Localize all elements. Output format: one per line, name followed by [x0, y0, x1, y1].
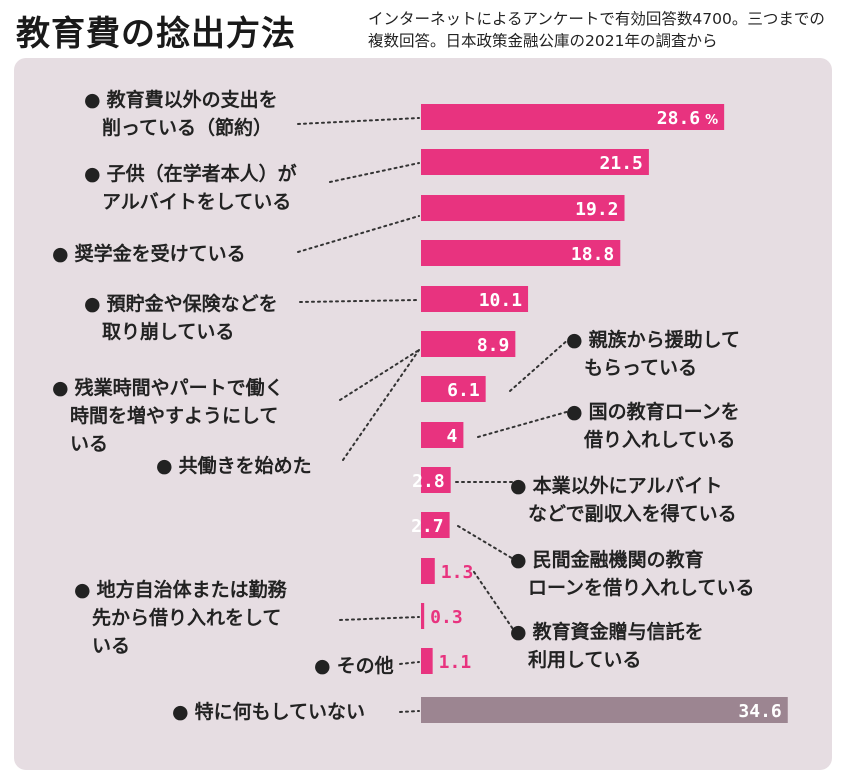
- bar-11: [421, 603, 425, 629]
- label-5: ● 共働きを始めた: [156, 455, 312, 477]
- value-label-5: 8.9: [477, 335, 510, 356]
- leader-line-9: [457, 525, 516, 561]
- value-label-1: 21.5: [600, 153, 643, 174]
- bar-4: [421, 286, 529, 312]
- bar-7: [421, 422, 464, 448]
- leader-line-4: [339, 349, 420, 401]
- leader-line-12: [399, 661, 420, 665]
- value-label-3: 18.8: [571, 244, 614, 265]
- label-10: ● 教育資金贈与信託を 利用している: [510, 621, 704, 671]
- value-label-4: 10.1: [479, 290, 522, 311]
- leader-line-11: [339, 616, 420, 621]
- label-6: ● 親族から援助して もらっている: [566, 329, 741, 379]
- chart-title: 教育費の捻出方法: [16, 14, 296, 54]
- chart-subtitle: インターネットによるアンケートで有効回答数4700。三つまでの複数回答。日本政策…: [368, 10, 825, 50]
- bar-2: [421, 195, 625, 221]
- leader-line-5: [342, 349, 420, 461]
- label-12: ● その他: [314, 655, 394, 677]
- bar-8: [421, 467, 451, 493]
- value-label-8: 2.8: [412, 471, 445, 492]
- leader-line-13: [399, 710, 420, 713]
- value-label-6: 6.1: [447, 380, 480, 401]
- value-label-10: 1.3: [441, 562, 474, 583]
- bar-6: [421, 376, 486, 402]
- value-label-7: 4: [447, 426, 458, 447]
- leader-line-7: [477, 410, 571, 438]
- bar-0: [421, 104, 725, 130]
- value-label-11: 0.3: [430, 607, 463, 628]
- leader-line-6: [509, 337, 571, 392]
- bar-1: [421, 149, 649, 175]
- leader-line-2: [297, 215, 420, 253]
- label-13: ● 特に何もしていない: [172, 701, 366, 723]
- label-3: ● 預貯金や保険などを 取り崩している: [84, 293, 278, 343]
- label-0: ● 教育費以外の支出を 削っている（節約）: [84, 89, 278, 139]
- label-9: ● 民間金融機関の教育 ローンを借り入れしている: [510, 549, 755, 599]
- bar-10: [421, 558, 435, 584]
- label-1: ● 子供（在学者本人）が アルバイトをしている: [84, 163, 297, 213]
- value-label-13: 34.6: [738, 701, 781, 722]
- leader-line-0: [297, 117, 420, 125]
- bar-5: [421, 331, 516, 357]
- value-label-2: 19.2: [575, 199, 618, 220]
- value-unit-label: %: [705, 113, 718, 128]
- bar-9: [421, 512, 450, 538]
- label-4: ● 残業時間やパートで働く 時間を増やすようにして いる: [52, 377, 284, 455]
- leader-line-3: [299, 299, 420, 303]
- bar-12: [421, 648, 433, 674]
- leader-line-1: [329, 162, 420, 183]
- label-7: ● 国の教育ローンを 借り入れしている: [566, 401, 740, 451]
- label-11: ● 地方自治体または勤務 先から借り入れをして いる: [74, 579, 287, 657]
- bar-13: [421, 697, 788, 723]
- value-label-0: 28.6: [657, 108, 700, 129]
- label-2: ● 奨学金を受けている: [52, 243, 246, 265]
- value-label-12: 1.1: [439, 652, 472, 673]
- leader-line-10: [473, 571, 516, 633]
- label-8: ● 本業以外にアルバイト などで副収入を得ている: [510, 475, 737, 525]
- bar-3: [421, 240, 621, 266]
- value-label-9: 2.7: [411, 516, 444, 537]
